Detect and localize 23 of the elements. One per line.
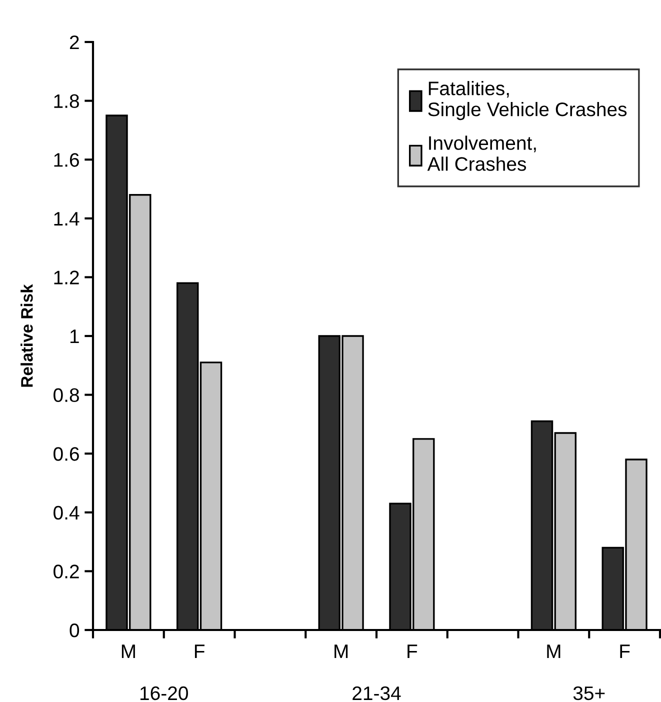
y-tick-label: 2 [70,35,79,50]
y-tick-label: 1 [70,330,79,344]
y-tick-label: 0.2 [54,564,79,578]
text: 21-34 [352,686,401,700]
y-tick-label: 1.2 [54,270,79,284]
x-tick-label: M [122,644,135,658]
x-tick-label: F [194,644,204,658]
y-tick-label: 0.6 [54,447,79,461]
text: 16-20 [140,686,188,700]
y-tick-label: 1.8 [54,94,79,108]
x-tick-label: F [620,644,630,658]
y-tick-label: 1.4 [54,212,80,226]
text: 35+ [573,686,605,700]
y-tick-label: 1.6 [54,153,79,167]
x-tick-label: M [334,644,348,658]
y-tick-label: 0 [70,623,80,638]
y-tick-label: 0.8 [54,388,79,402]
y-axis-title: Relative Risk [20,284,33,387]
legend-label: Involvement, All Crashes [427,136,536,171]
legend-label: Fatalities, Single Vehicle Crashes [428,81,627,120]
y-tick-label: 0.4 [54,506,80,520]
x-tick-label: F [408,644,418,658]
x-tick-label: M [547,644,560,658]
